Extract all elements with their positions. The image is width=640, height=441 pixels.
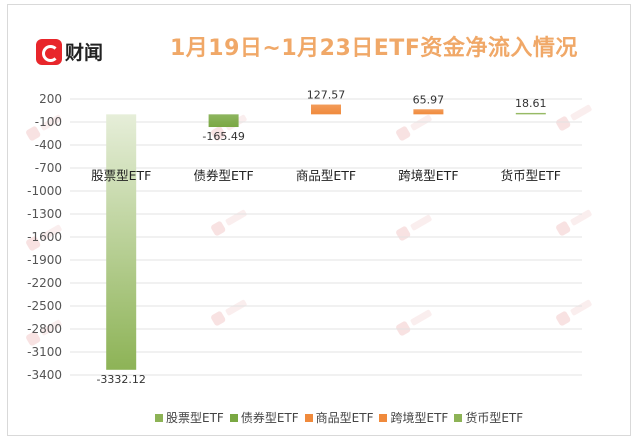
category-label: 股票型ETF — [91, 168, 151, 183]
data-label: 127.57 — [307, 89, 346, 102]
y-tick-label: -1600 — [27, 230, 62, 244]
watermark-mark — [211, 221, 226, 236]
watermark-icon — [396, 309, 432, 336]
watermark-mark — [211, 126, 226, 141]
legend-item: 跨境型ETF — [379, 409, 448, 426]
watermark-mark — [556, 221, 571, 236]
y-tick-label: -2500 — [27, 299, 62, 313]
bar-2 — [311, 104, 341, 115]
watermark-mark — [396, 126, 411, 141]
chart-frame — [7, 4, 631, 436]
watermark-bar — [225, 209, 247, 226]
y-tick-label: -700 — [35, 161, 62, 175]
watermark-icon — [26, 224, 62, 251]
legend-item: 股票型ETF — [155, 409, 224, 426]
watermark-bar — [410, 214, 432, 231]
legend-label: 债券型ETF — [240, 411, 299, 425]
watermark-icon — [556, 209, 592, 236]
watermark-icon — [26, 114, 62, 141]
y-tick-label: -1300 — [27, 207, 62, 221]
logo-text: 财闻 — [65, 42, 104, 64]
watermark-bar — [410, 309, 432, 326]
category-label: 货币型ETF — [501, 168, 561, 183]
caiwen-logo-icon — [36, 38, 62, 65]
watermark-mark — [556, 116, 571, 131]
legend-swatch — [454, 413, 463, 422]
legend: 股票型ETF 债券型ETF 商品型ETF 跨境型ETF 货币型ETF — [155, 409, 523, 426]
y-tick-label: -100 — [35, 115, 62, 129]
watermark-icon — [26, 319, 62, 346]
legend-item: 债券型ETF — [229, 409, 299, 426]
legend-swatch — [229, 413, 238, 422]
legend-label: 货币型ETF — [465, 411, 524, 425]
data-label: 18.61 — [515, 97, 547, 110]
watermark-bar — [570, 209, 592, 226]
y-tick-label: 200 — [39, 92, 62, 106]
bar-0 — [106, 114, 137, 370]
legend-swatch — [304, 413, 313, 422]
chart-title: 1月19日~1月23日ETF资金净流入情况 — [170, 36, 578, 61]
watermark-bar — [410, 114, 432, 131]
legend-swatch — [379, 413, 388, 422]
category-label: 债券型ETF — [193, 168, 253, 183]
bar-3 — [413, 109, 444, 115]
y-tick-label: -400 — [35, 138, 62, 152]
y-tick-label: -3400 — [27, 368, 62, 382]
watermark-icon — [556, 299, 592, 326]
watermark-mark — [26, 331, 41, 346]
watermark-bar — [40, 319, 62, 336]
legend-item: 货币型ETF — [454, 409, 523, 426]
bar-1 — [208, 114, 239, 128]
watermark-bar — [40, 114, 62, 131]
watermark-bar — [40, 224, 62, 241]
watermark-icon — [556, 104, 592, 131]
watermark-icon — [396, 114, 432, 141]
y-tick-label: -3100 — [27, 345, 62, 359]
data-label: -3332.12 — [96, 373, 145, 386]
watermark-icon — [211, 209, 247, 236]
watermark-mark — [211, 311, 226, 326]
data-label: 65.97 — [413, 93, 445, 106]
bar-4 — [515, 112, 546, 115]
legend-label: 商品型ETF — [315, 411, 374, 425]
watermark-bar — [225, 299, 247, 316]
watermark-mark — [26, 236, 41, 251]
y-tick-label: -2200 — [27, 276, 62, 290]
legend-label: 股票型ETF — [166, 411, 224, 425]
watermark-mark — [26, 126, 41, 141]
y-tick-label: -2800 — [27, 322, 62, 336]
watermark-bar — [570, 104, 592, 121]
y-tick-label: -1900 — [27, 253, 62, 267]
legend-label: 跨境型ETF — [390, 411, 449, 425]
legend-item: 商品型ETF — [304, 409, 374, 426]
watermark-mark — [556, 311, 571, 326]
category-label: 跨境型ETF — [398, 168, 458, 183]
logo: 财闻 — [36, 38, 103, 65]
category-label: 商品型ETF — [296, 168, 356, 183]
watermark-icon — [211, 299, 247, 326]
y-tick-label: -1000 — [27, 184, 62, 198]
legend-swatch — [155, 413, 163, 422]
watermark-bar — [570, 299, 592, 316]
watermark-mark — [396, 226, 411, 241]
data-label: -165.49 — [202, 130, 244, 143]
